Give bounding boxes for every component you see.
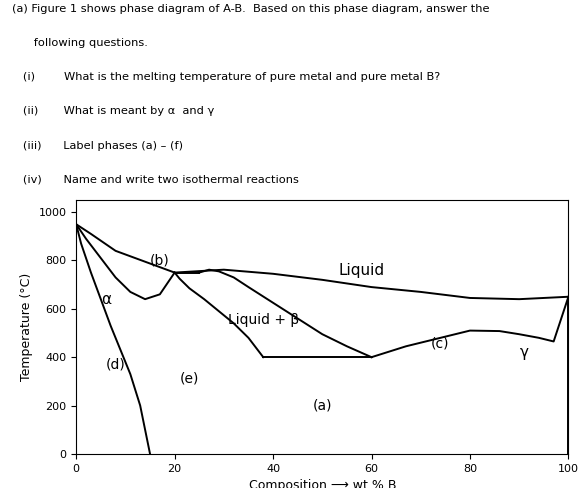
Text: (a) Figure 1 shows phase diagram of A-B.  Based on this phase diagram, answer th: (a) Figure 1 shows phase diagram of A-B.…	[12, 4, 489, 14]
Text: (iv)      Name and write two isothermal reactions: (iv) Name and write two isothermal react…	[12, 175, 298, 184]
Text: (d): (d)	[105, 357, 125, 371]
Text: Liquid: Liquid	[339, 263, 385, 278]
Text: (ii)       What is meant by α  and γ: (ii) What is meant by α and γ	[12, 106, 214, 116]
Text: α: α	[101, 292, 111, 306]
Text: (b): (b)	[150, 253, 170, 267]
Text: γ: γ	[520, 345, 529, 360]
Text: (a): (a)	[312, 399, 332, 412]
Text: Liquid + β: Liquid + β	[228, 313, 299, 326]
Text: (e): (e)	[180, 372, 199, 386]
X-axis label: Composition ⟶ wt % B: Composition ⟶ wt % B	[248, 479, 396, 488]
Text: following questions.: following questions.	[12, 38, 148, 48]
Y-axis label: Temperature (°C): Temperature (°C)	[20, 273, 33, 381]
Text: (c): (c)	[431, 337, 449, 351]
Text: (iii)      Label phases (a) – (f): (iii) Label phases (a) – (f)	[12, 141, 183, 150]
Text: (i)        What is the melting temperature of pure metal and pure metal B?: (i) What is the melting temperature of p…	[12, 72, 440, 82]
